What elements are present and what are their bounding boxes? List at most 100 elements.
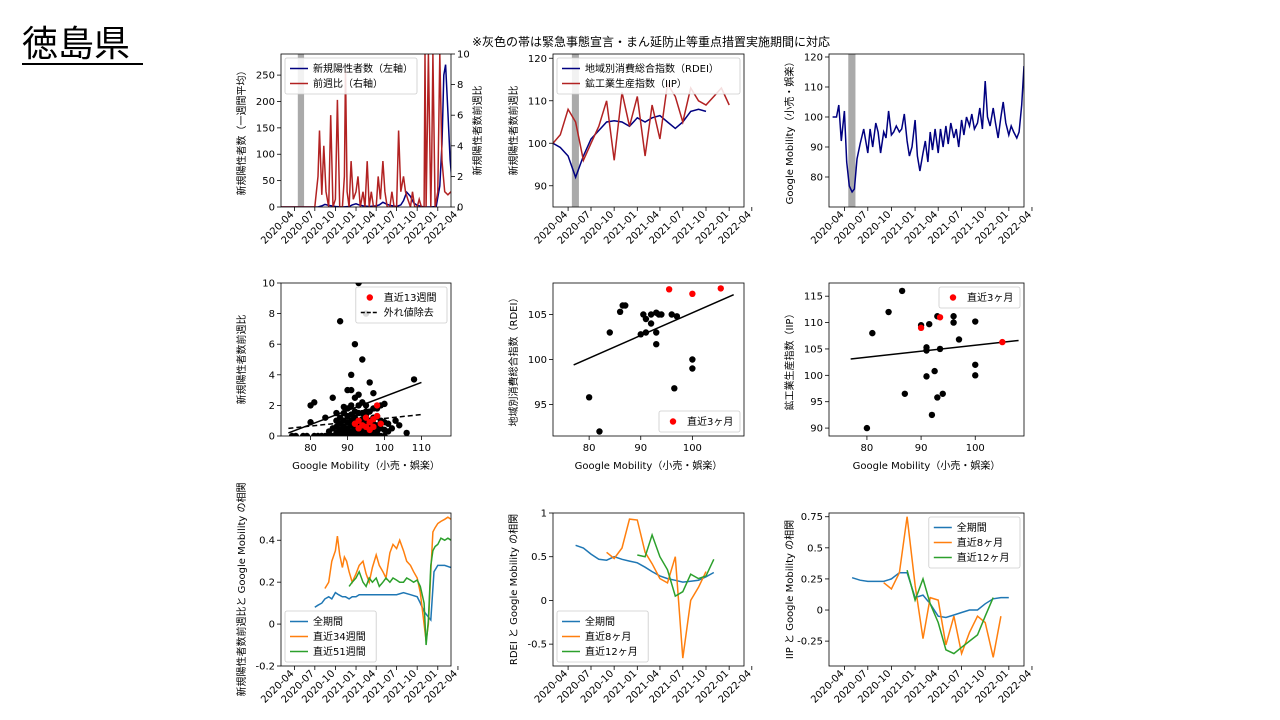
scatter-point xyxy=(329,394,336,401)
y-axis-label: 新規陽性者数前週比 xyxy=(235,315,248,405)
series-line xyxy=(883,516,1002,658)
scatter-point xyxy=(403,429,410,436)
y-axis-label: 地域別消費総合指数（RDEI） xyxy=(507,293,520,427)
chart-c7: 2020-042020-072020-102021-012021-042021-… xyxy=(235,482,460,705)
legend-label: 全期間 xyxy=(313,615,343,628)
series-line xyxy=(348,537,451,646)
recent-point xyxy=(717,285,724,292)
scatter-point xyxy=(616,308,624,315)
y-tick-label: 100 xyxy=(528,139,547,150)
scatter-point xyxy=(885,308,892,316)
emergency-band xyxy=(571,54,579,207)
legend-label: 全期間 xyxy=(957,521,987,534)
y-tick-label: 0 xyxy=(817,606,823,617)
legend-label: 直近3ヶ月 xyxy=(687,415,733,428)
x-tick-label: 110 xyxy=(412,443,431,454)
legend: 直近3ヶ月 xyxy=(658,410,741,433)
recent-point xyxy=(370,423,377,431)
y-axis-label: IIP と Google Mobility の相関 xyxy=(783,520,796,659)
regression-line xyxy=(850,339,1019,360)
y-tick-label: 0.5 xyxy=(531,552,547,563)
plot-area xyxy=(850,287,1019,432)
scatter-point xyxy=(384,420,392,427)
y-tick-label: 0 xyxy=(269,620,275,631)
axes-frame xyxy=(552,512,745,667)
legend-label: 直近12ヶ月 xyxy=(957,551,1010,564)
scatter-point xyxy=(351,341,359,348)
scatter-point xyxy=(344,386,351,394)
recent-point xyxy=(689,290,696,297)
x-tick-label: 90 xyxy=(634,443,647,454)
y-tick-label: 100 xyxy=(804,113,823,124)
x-tick-label: 80 xyxy=(861,443,874,454)
y-tick-label: -0.5 xyxy=(527,640,547,651)
scatter-point xyxy=(359,356,366,363)
y-tick-label: 90 xyxy=(810,143,823,154)
legend-label: 外れ値除去 xyxy=(384,306,434,319)
scatter-point xyxy=(901,390,909,397)
axes-frame xyxy=(280,53,452,208)
y-tick-label: 110 xyxy=(528,96,547,107)
legend-label: 直近12ヶ月 xyxy=(585,645,638,658)
chart-c3: 2020-042020-072020-102021-012021-042021-… xyxy=(783,53,1034,247)
series-line xyxy=(575,544,715,583)
legend-box xyxy=(556,610,649,663)
legend-box xyxy=(928,516,1021,569)
recent-point xyxy=(999,338,1006,346)
scatter-point xyxy=(689,365,696,372)
slide-title: 徳島県 xyxy=(22,24,130,65)
y2-axis-label: 新規陽性者数前週比 xyxy=(471,86,484,176)
scatter-point xyxy=(303,432,311,436)
y-axis-label: RDEI と Google Mobility の相関 xyxy=(507,514,520,665)
y-tick-label: 0 xyxy=(269,432,275,443)
y-tick-label: 200 xyxy=(256,97,275,108)
scatter-point xyxy=(348,402,355,409)
series-line xyxy=(906,570,994,655)
y-tick-label: 110 xyxy=(804,83,823,94)
series-line xyxy=(851,571,1009,619)
emergency-band xyxy=(848,54,856,207)
scatter-point xyxy=(931,367,938,375)
scatter-point xyxy=(388,425,396,432)
y-axis-label: 鉱工業生産指数（IIP） xyxy=(783,309,796,411)
legend-label: 直近51週間 xyxy=(313,645,366,658)
scatter-point xyxy=(336,318,344,325)
y-tick-label: 0 xyxy=(269,203,275,214)
axes-frame xyxy=(828,53,1025,208)
x-tick-label: 100 xyxy=(966,443,985,454)
scatter-point xyxy=(410,376,418,383)
axes-frame xyxy=(280,512,452,667)
scatter-point xyxy=(355,283,362,287)
recent-point xyxy=(377,420,384,427)
legend-label: 新規陽性者数（左軸） xyxy=(313,62,413,75)
y2-tick-label: 4 xyxy=(457,141,463,152)
y-tick-label: 105 xyxy=(528,310,547,321)
x-tick-label: 90 xyxy=(915,443,928,454)
y-tick-label: 250 xyxy=(256,71,275,82)
y-tick-label: 80 xyxy=(810,173,823,184)
y2-tick-label: 0 xyxy=(457,203,463,214)
legend-box xyxy=(658,410,741,433)
y-tick-label: 95 xyxy=(534,400,547,411)
series-line xyxy=(314,564,451,622)
charts: 2020-042020-072020-102021-012021-042021-… xyxy=(235,50,1034,706)
legend: 地域別消費総合指数（RDEI） 鉱工業生産指数（IIP） xyxy=(556,57,741,95)
legend-label: 直近3ヶ月 xyxy=(967,291,1013,304)
scatter-point xyxy=(955,336,963,343)
plot-area xyxy=(851,516,1009,658)
recent-point xyxy=(665,286,673,293)
scatter-point xyxy=(642,315,650,323)
scatter-point xyxy=(340,403,348,411)
legend-label: 直近13週間 xyxy=(384,291,437,304)
scatter-point xyxy=(392,417,399,424)
y-tick-label: 0.5 xyxy=(807,543,823,554)
legend-box xyxy=(284,610,377,663)
y-tick-label: 90 xyxy=(534,181,547,192)
recent-point xyxy=(355,417,362,424)
y2-tick-label: 8 xyxy=(457,80,463,91)
y-tick-label: 100 xyxy=(256,150,275,161)
y-tick-label: 1 xyxy=(541,509,547,520)
